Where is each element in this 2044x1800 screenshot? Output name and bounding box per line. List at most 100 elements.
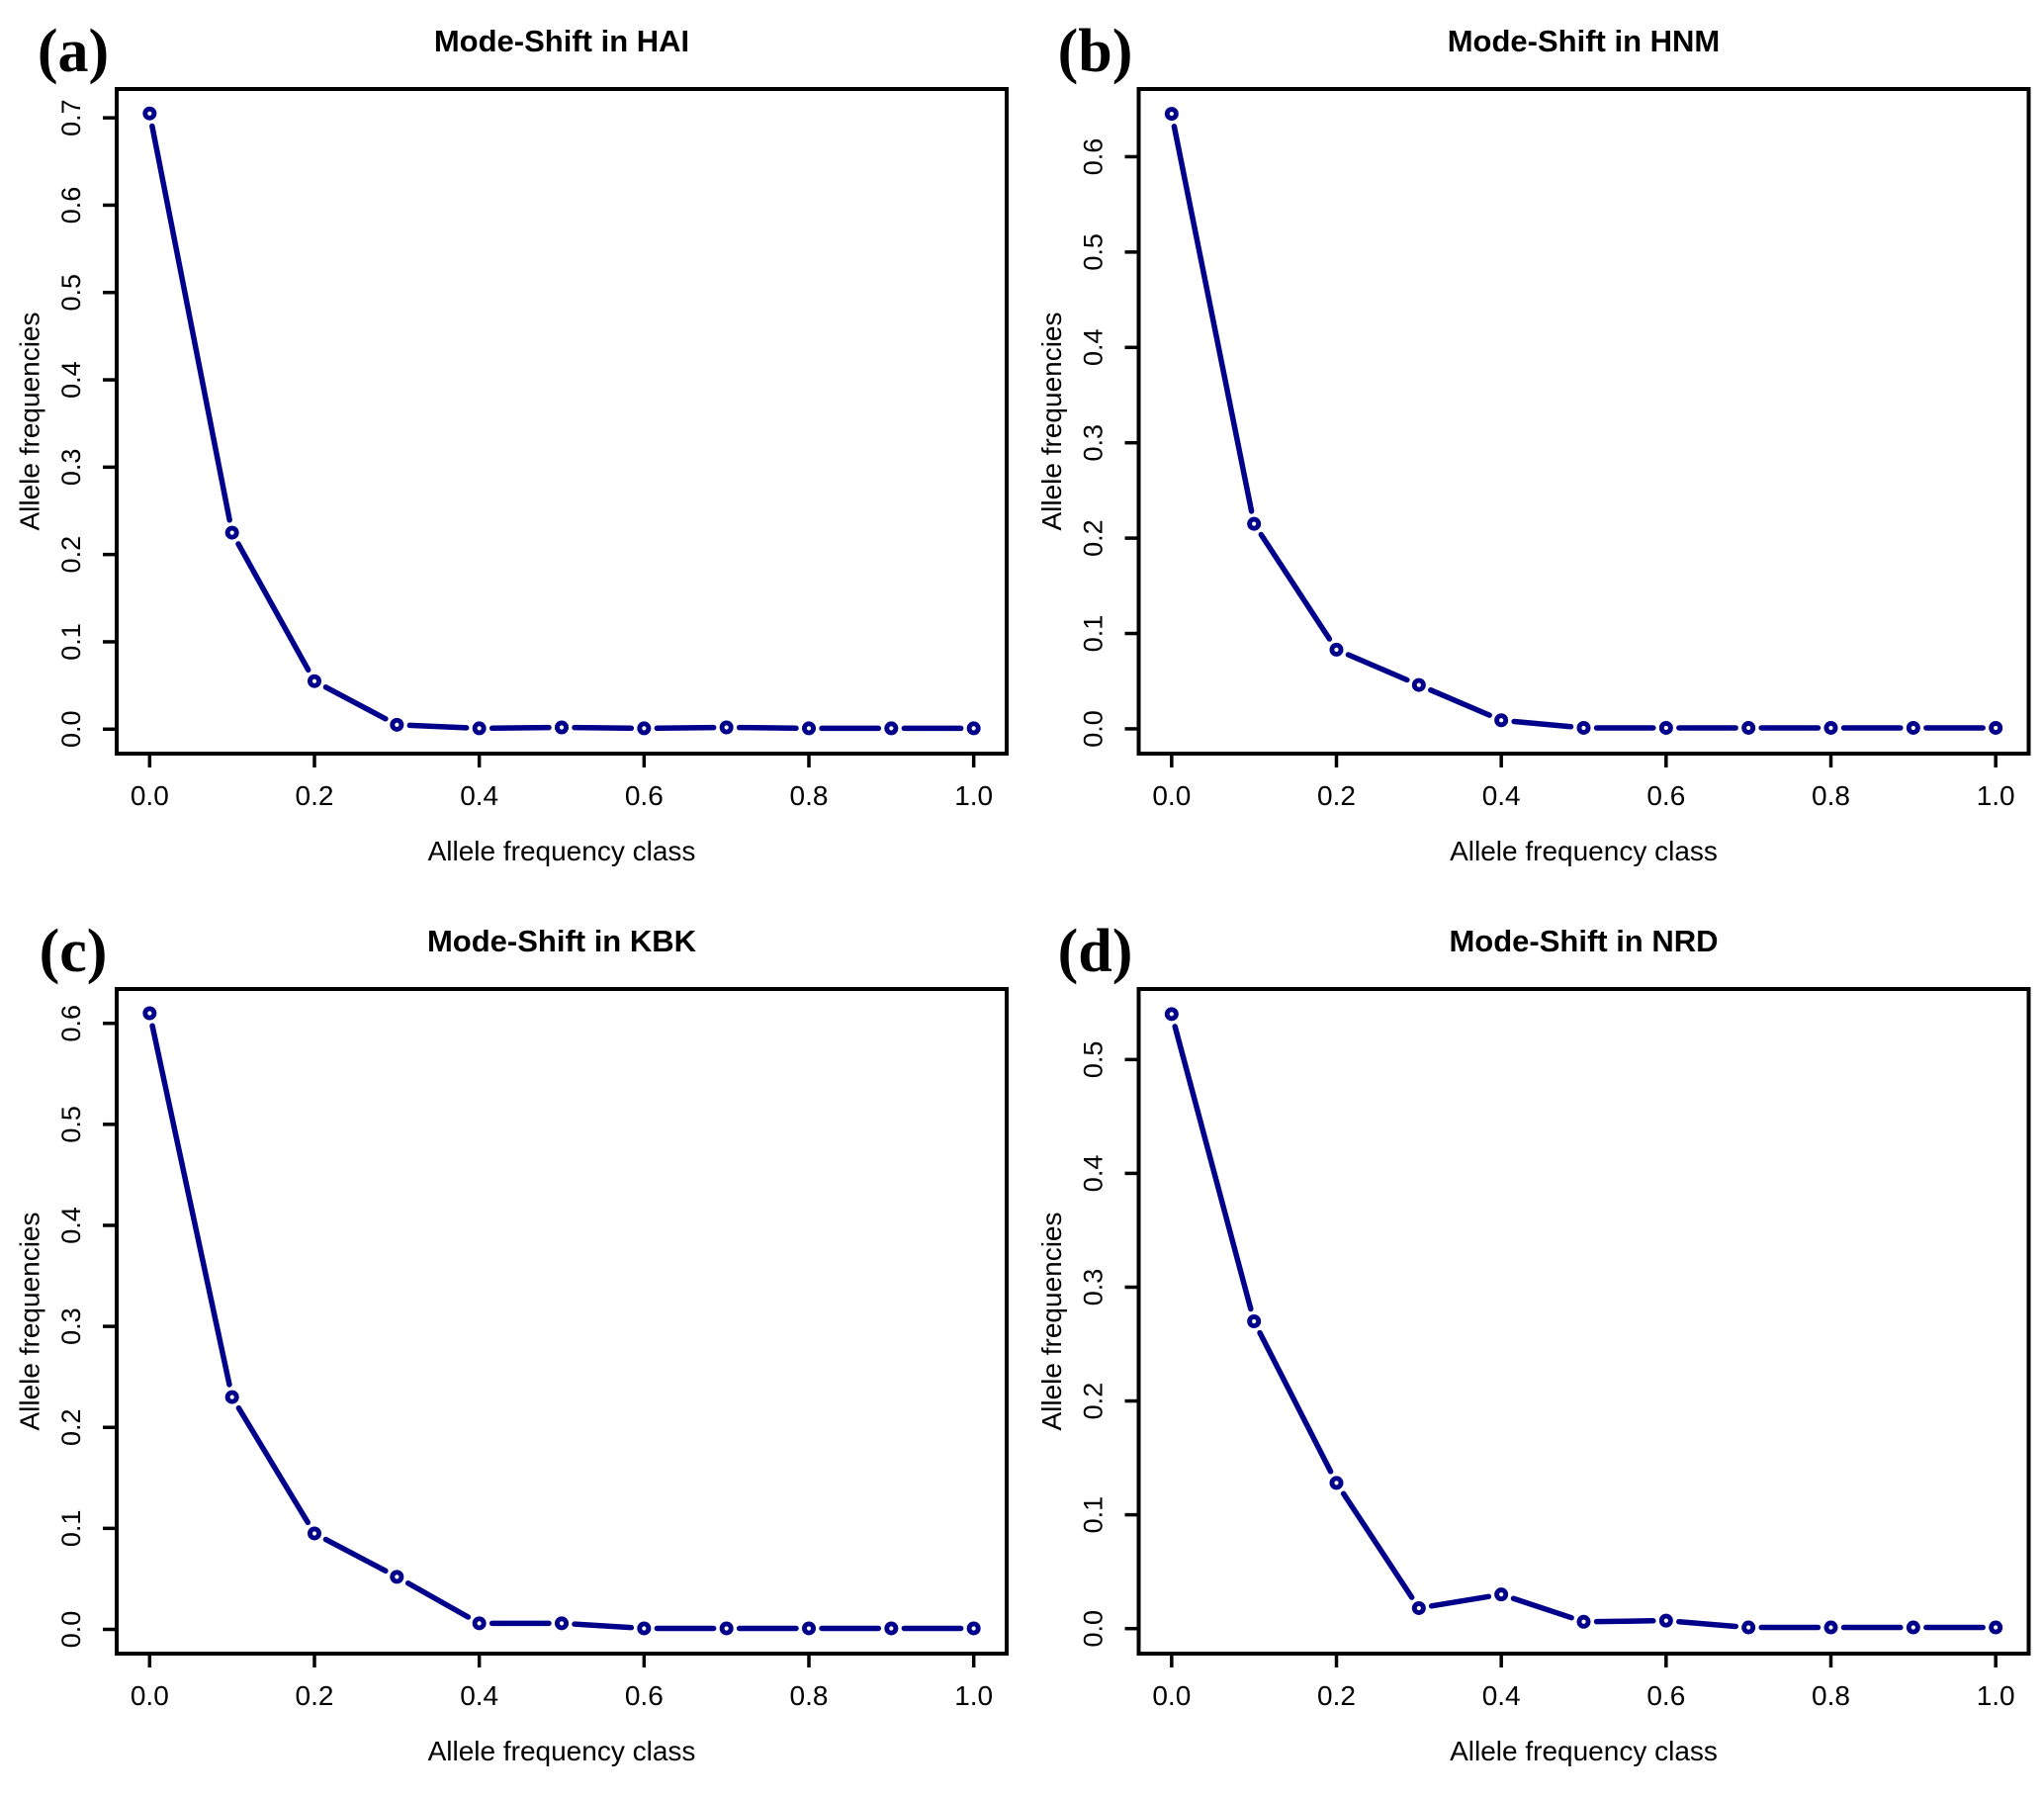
- y-tick-label: 0.1: [1079, 1496, 1109, 1534]
- y-tick-label: 0.4: [56, 361, 86, 399]
- data-point-center: [889, 726, 894, 731]
- y-tick-label: 0.3: [56, 1307, 86, 1345]
- x-tick-label: 0.8: [790, 780, 829, 811]
- series-line-segment: [1345, 652, 1410, 683]
- x-axis-title: Allele frequency class: [1450, 836, 1718, 866]
- data-point-center: [147, 111, 152, 116]
- data-point-center: [1746, 725, 1751, 731]
- x-tick-label: 0.4: [1482, 780, 1521, 811]
- panel-c: (c) Mode-Shift in KBK 0.0 0.1 0.2 0.3 0.4 0.5 0.…: [0, 900, 1022, 1800]
- panel-d: (d) Mode-Shift in NRD 0.0 0.1 0.2 0.3 0.4 0.5 0.…: [1022, 900, 2044, 1800]
- series-line-segment: [404, 1580, 472, 1620]
- y-tick-label: 0.5: [1079, 233, 1109, 271]
- series-line-segment: [1511, 718, 1574, 730]
- x-tick-label: 1.0: [1977, 1680, 2015, 1711]
- series-line-segment: [1593, 1618, 1656, 1625]
- data-point-center: [1334, 647, 1339, 653]
- x-axis-title: Allele frequency class: [428, 836, 696, 866]
- y-tick-label: 0.0: [1079, 1610, 1109, 1648]
- data-point-center: [477, 1621, 482, 1626]
- x-tick-label: 0.4: [460, 1680, 498, 1711]
- x-tick-label: 0.0: [1152, 1680, 1191, 1711]
- y-axis-title: Allele frequencies: [15, 312, 45, 530]
- data-point-center: [1169, 1012, 1174, 1017]
- y-tick-label: 0.6: [56, 1005, 86, 1042]
- data-point-center: [642, 1626, 647, 1631]
- series-line-segment: [1171, 124, 1255, 514]
- x-tick-label: 0.0: [131, 1680, 169, 1711]
- panel-a: (a) Mode-Shift in HAI 0.0 0.1 0.2 0.3 0.4 0.5 0.…: [0, 0, 1022, 900]
- series-line-segment: [235, 541, 311, 674]
- y-tick-label: 0.2: [1079, 519, 1109, 557]
- y-tick-label: 0.4: [1079, 329, 1109, 367]
- y-tick-label: 0.2: [56, 536, 86, 574]
- x-tick-label: 0.0: [131, 780, 169, 811]
- y-tick-label: 0.3: [56, 449, 86, 487]
- series-line-segment: [654, 724, 717, 732]
- chart-title: Mode-Shift in NRD: [1449, 924, 1718, 958]
- data-point-center: [1499, 1592, 1504, 1597]
- data-point-center: [1663, 725, 1668, 731]
- chart-svg-d: (d) Mode-Shift in NRD 0.0 0.1 0.2 0.3 0.4 0.5 0.…: [1036, 918, 2031, 1766]
- y-tick-label: 0.1: [56, 623, 86, 661]
- x-tick-label: 0.0: [1152, 780, 1191, 811]
- data-point-center: [1746, 1625, 1751, 1630]
- data-point-center: [1499, 718, 1504, 723]
- chart-svg-b: (b) Mode-Shift in HNM 0.0 0.1 0.2 0.3 0.4 0.5 0.…: [1036, 18, 2031, 866]
- series-line-segment: [322, 1536, 389, 1575]
- chart-svg-a: (a) Mode-Shift in HAI 0.0 0.1 0.2 0.3 0.4 0.5 0.…: [15, 18, 1009, 866]
- y-tick-label: 0.2: [56, 1408, 86, 1446]
- chart-title: Mode-Shift in KBK: [427, 924, 697, 958]
- x-tick-label: 0.6: [1646, 1680, 1685, 1711]
- series-line-segment: [322, 684, 389, 722]
- series-line-segment: [489, 724, 552, 732]
- data-point-center: [724, 1626, 729, 1631]
- data-point-center: [1911, 1625, 1915, 1630]
- y-tick-label: 0.7: [56, 99, 86, 136]
- data-point-center: [1994, 1625, 1999, 1630]
- plot-box: [1136, 87, 2031, 756]
- chart-svg-c: (c) Mode-Shift in KBK 0.0 0.1 0.2 0.3 0.4 0.5 0.…: [15, 918, 1009, 1766]
- y-tick-label: 0.6: [1079, 138, 1109, 176]
- data-point-center: [889, 1626, 894, 1631]
- series-line-segment: [1257, 1329, 1334, 1475]
- x-tick-label: 0.6: [1646, 780, 1685, 811]
- data-point-center: [311, 1531, 317, 1536]
- data-point-center: [1416, 682, 1421, 687]
- data-point-center: [477, 726, 482, 731]
- y-tick-label: 0.3: [1079, 424, 1109, 462]
- plot-box: [1136, 987, 2031, 1656]
- y-tick-label: 0.5: [56, 274, 86, 312]
- y-axis-title: Allele frequencies: [1036, 312, 1067, 530]
- data-point-center: [724, 725, 729, 730]
- x-axis-title: Allele frequency class: [428, 1736, 696, 1766]
- plot-box: [115, 987, 1009, 1656]
- data-point-center: [1169, 111, 1174, 117]
- data-point-center: [395, 722, 400, 727]
- data-point-center: [1416, 1605, 1421, 1611]
- series-line-segment: [406, 722, 470, 731]
- y-tick-label: 0.4: [56, 1207, 86, 1244]
- x-tick-label: 1.0: [1977, 780, 2015, 811]
- chart-title: Mode-Shift in HAI: [434, 24, 689, 58]
- series-line-segment: [235, 1404, 311, 1526]
- y-tick-label: 0.5: [56, 1106, 86, 1143]
- data-point-center: [806, 1626, 812, 1631]
- series-line-segment: [572, 724, 635, 732]
- data-point-center: [229, 1395, 234, 1399]
- x-tick-label: 0.8: [790, 1680, 829, 1711]
- series-line-segment: [1510, 1595, 1574, 1621]
- panel-letter: (c): [40, 918, 108, 985]
- x-tick-label: 0.8: [1812, 780, 1850, 811]
- data-point-center: [1252, 521, 1257, 526]
- data-point-center: [1581, 725, 1586, 731]
- data-point-center: [1663, 1618, 1668, 1623]
- panel-letter: (a): [38, 18, 109, 85]
- y-tick-label: 0.0: [56, 711, 86, 749]
- y-tick-label: 0.5: [1079, 1041, 1109, 1079]
- y-tick-label: 0.4: [1079, 1155, 1109, 1193]
- data-point-center: [559, 1621, 565, 1626]
- series-line-segment: [736, 724, 799, 732]
- data-point-center: [1911, 725, 1915, 731]
